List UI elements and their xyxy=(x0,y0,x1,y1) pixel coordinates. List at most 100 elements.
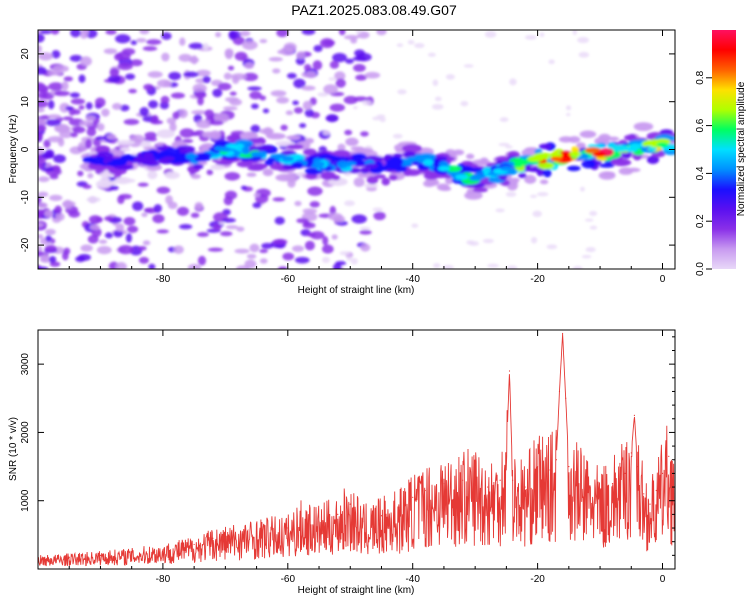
heatmap-cell xyxy=(487,263,499,268)
heatmap-peak xyxy=(656,142,669,148)
heatmap-cell xyxy=(117,62,133,71)
heatmap-cell xyxy=(85,102,93,110)
heatmap-cell xyxy=(566,112,571,117)
heatmap-cell xyxy=(169,122,177,132)
heatmap-cell xyxy=(579,153,589,161)
heatmap-peak xyxy=(569,151,582,157)
heatmap-cell xyxy=(223,106,238,111)
heatmap-cell xyxy=(209,130,222,140)
snr-x-tick-label: -80 xyxy=(156,574,171,585)
heatmap-cell xyxy=(482,238,494,244)
heatmap-cell xyxy=(401,144,422,153)
heatmap-cell xyxy=(161,32,172,40)
heatmap-cell xyxy=(353,106,358,110)
heatmap-cell xyxy=(207,247,224,252)
snr-data-point xyxy=(643,493,645,495)
snr-data-point xyxy=(224,535,226,537)
heatmap-cell xyxy=(431,103,444,110)
snr-data-point xyxy=(318,520,320,522)
heatmap-cell xyxy=(38,146,45,156)
heatmap-cell xyxy=(364,71,381,79)
heatmap-cell xyxy=(372,207,383,212)
heatmap-cell xyxy=(339,251,351,256)
heatmap-cell xyxy=(291,245,305,252)
snr-x-axis-label: Height of straight line (km) xyxy=(298,585,415,596)
colorbar-gradient xyxy=(712,30,736,269)
snr-x-tick-label: -60 xyxy=(281,574,296,585)
heatmap-cell xyxy=(206,169,214,176)
heatmap-cell xyxy=(80,244,93,252)
snr-data-point xyxy=(668,455,670,457)
snr-data-point xyxy=(508,370,511,372)
snr-x-tick-label: -20 xyxy=(530,574,545,585)
heatmap-peak xyxy=(106,161,119,167)
heatmap-cell xyxy=(170,92,185,99)
heatmap-cell xyxy=(366,176,379,185)
heatmap-cell xyxy=(568,136,581,144)
heatmap-cell xyxy=(539,179,549,185)
heatmap-peak xyxy=(375,166,388,172)
heatmap-cell xyxy=(350,146,365,151)
heatmap-cell xyxy=(352,153,367,161)
snr-data-point xyxy=(212,537,214,539)
heatmap-cell xyxy=(48,82,64,91)
heatmap-cell xyxy=(79,120,93,127)
heatmap-cell xyxy=(139,30,150,35)
heatmap-cell xyxy=(301,30,316,35)
heatmap-cell xyxy=(163,80,172,88)
heatmap-peak xyxy=(313,161,326,167)
heatmap-cell xyxy=(47,136,64,143)
heatmap-cell xyxy=(172,111,180,120)
heatmap-cell xyxy=(117,245,134,255)
heatmap-cell xyxy=(537,161,555,170)
heatmap-cell xyxy=(581,159,596,169)
heatmap-cell xyxy=(173,245,184,254)
colorbar-tick-label: 0.0 xyxy=(695,262,706,276)
heatmap-cell xyxy=(469,167,483,173)
heatmap-cell xyxy=(466,240,475,245)
heatmap-cell xyxy=(156,186,171,194)
heatmap-cell xyxy=(292,100,299,106)
heatmap-cell xyxy=(624,134,637,141)
heatmap-cell xyxy=(143,83,154,91)
heatmap-cell xyxy=(389,156,403,166)
heatmap-cell xyxy=(249,243,260,253)
heatmap-peak xyxy=(156,151,169,157)
heatmap-cell xyxy=(49,194,63,201)
heatmap-cell xyxy=(133,156,147,164)
heatmap-cell xyxy=(65,106,74,111)
heatmap-cell xyxy=(40,30,52,35)
heatmap-cell xyxy=(229,91,237,96)
snr-data-point xyxy=(630,452,632,454)
heatmap-peak xyxy=(500,166,513,172)
heatmap-cell xyxy=(355,30,362,35)
heatmap-cell xyxy=(460,101,469,107)
snr-data-point xyxy=(424,489,426,492)
heatmap-cell xyxy=(295,57,306,66)
heatmap-cell xyxy=(276,30,289,38)
heatmap-cell xyxy=(53,154,66,163)
heatmap-cell xyxy=(240,185,248,190)
heatmap-cell xyxy=(471,159,491,166)
heatmap-cell xyxy=(565,105,572,111)
heatmap-cell xyxy=(48,99,55,110)
heatmap-cell xyxy=(225,225,239,230)
heatmap-cell xyxy=(312,60,323,71)
snr-data-point xyxy=(649,503,651,505)
heatmap-cell xyxy=(55,212,65,221)
heatmap-cell xyxy=(43,139,51,148)
heatmap-cell xyxy=(249,91,262,100)
heatmap-cell xyxy=(234,51,248,61)
heatmap-cell xyxy=(618,167,634,175)
heatmap-cell xyxy=(45,235,52,242)
heatmap-cell xyxy=(80,56,92,67)
heatmap-cell xyxy=(392,133,403,139)
heatmap-cell xyxy=(299,123,307,128)
heatmap-cell xyxy=(331,234,338,240)
heatmap-cell xyxy=(269,162,283,171)
heatmap-cell xyxy=(72,126,86,134)
heatmap-cell xyxy=(123,217,136,226)
snr-data-point xyxy=(255,530,258,533)
heatmap-cell xyxy=(546,244,558,250)
heatmap-cell xyxy=(194,201,204,210)
